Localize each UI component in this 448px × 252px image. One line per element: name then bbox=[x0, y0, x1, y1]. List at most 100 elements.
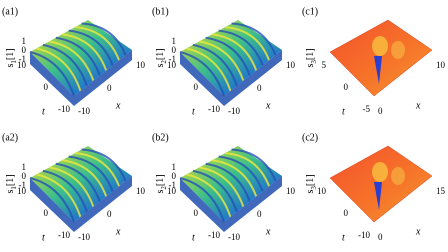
surface-ridge bbox=[212, 33, 258, 71]
x-axis-label: x bbox=[115, 100, 121, 111]
t-tick-label: 10 bbox=[317, 186, 327, 196]
t-axis-label: t bbox=[192, 106, 195, 117]
z-tick-label: 1 bbox=[22, 162, 27, 172]
z-tick-label: 1 bbox=[172, 36, 177, 46]
z-axis-label: s2[1] bbox=[155, 48, 167, 67]
x-tick-label: 0 bbox=[378, 232, 383, 242]
z-label-tail: [1] bbox=[155, 48, 166, 60]
z-label-tail: [1] bbox=[305, 174, 316, 186]
z-axis-label: s2[1] bbox=[155, 174, 167, 193]
t-tick-label: 10 bbox=[17, 186, 27, 196]
x-tick-label: 10 bbox=[286, 60, 296, 70]
t-axis-label: t bbox=[42, 232, 45, 243]
t-tick-label: 0 bbox=[44, 208, 49, 218]
t-tick-label: 0 bbox=[44, 82, 49, 92]
surface-ridge bbox=[205, 162, 251, 202]
panel-label: (b2) bbox=[152, 132, 169, 143]
x-axis-label: x bbox=[415, 226, 421, 237]
x-tick-label: -10 bbox=[78, 232, 90, 242]
surface-peak bbox=[372, 36, 388, 56]
surface-ridge bbox=[231, 148, 277, 182]
surface-ridge bbox=[29, 51, 75, 97]
z-label-sub: 2 bbox=[160, 60, 168, 64]
x-tick-label: -10 bbox=[228, 106, 240, 116]
surface-ridge bbox=[68, 29, 114, 66]
surface-ridge bbox=[62, 159, 108, 197]
panel-label: (a1) bbox=[2, 6, 18, 17]
z-label-tail: [1] bbox=[155, 174, 166, 186]
surface-peak bbox=[391, 167, 405, 185]
surface-ridge bbox=[49, 40, 95, 82]
t-axis-label: t bbox=[342, 106, 345, 117]
x-axis-label: x bbox=[265, 100, 271, 111]
surface-ridge bbox=[192, 169, 238, 213]
z-tick-label: 0 bbox=[22, 45, 27, 55]
surface-dip bbox=[374, 56, 382, 84]
z-tick-label: -1 bbox=[19, 180, 27, 190]
z-label-sub: 1 bbox=[10, 186, 18, 190]
surface-ridge bbox=[212, 159, 258, 197]
z-label-tail: [1] bbox=[5, 48, 16, 60]
x-axis-label: x bbox=[115, 226, 121, 237]
surface-ridge bbox=[205, 36, 251, 76]
surface-ridge bbox=[75, 26, 121, 61]
panel-label: (b1) bbox=[152, 6, 169, 17]
surface-peak bbox=[391, 41, 405, 59]
panel-label: (c2) bbox=[302, 132, 318, 143]
t-tick-label: 5 bbox=[322, 60, 327, 70]
z-label-base: s bbox=[305, 190, 316, 194]
x-tick-label: 10 bbox=[286, 186, 296, 196]
x-tick-label: 10 bbox=[136, 186, 146, 196]
z-tick-label: 0 bbox=[172, 45, 177, 55]
surface-skirt bbox=[180, 50, 282, 106]
t-tick-label: -10 bbox=[58, 230, 70, 240]
z-tick-label: 1 bbox=[172, 162, 177, 172]
surface-ridge bbox=[55, 162, 101, 202]
z-label-base: s bbox=[5, 64, 16, 68]
z-tick-label: 1 bbox=[22, 36, 27, 46]
surface-dip bbox=[374, 182, 382, 210]
x-tick-label: 10 bbox=[136, 60, 146, 70]
panel-label: (c1) bbox=[302, 6, 318, 17]
z-tick-label: 0 bbox=[22, 171, 27, 181]
z-label-base: s bbox=[155, 64, 166, 68]
z-tick-label: -1 bbox=[19, 54, 27, 64]
z-axis-label: s3[1] bbox=[305, 48, 317, 67]
z-axis-label: s1[1] bbox=[5, 174, 17, 193]
surface-ridge bbox=[186, 47, 232, 92]
z-label-base: s bbox=[5, 190, 16, 194]
x-axis-label: x bbox=[265, 226, 271, 237]
surface-ridge bbox=[81, 148, 127, 182]
t-tick-label: -10 bbox=[58, 104, 70, 114]
t-tick-label: -10 bbox=[208, 104, 220, 114]
x-tick-label: 10 bbox=[436, 60, 446, 70]
z-tick-label: -1 bbox=[169, 54, 177, 64]
x-tick-label: 0 bbox=[107, 83, 112, 93]
t-axis-label: t bbox=[42, 106, 45, 117]
z-tick-label: -1 bbox=[169, 180, 177, 190]
x-tick-label: 0 bbox=[257, 83, 262, 93]
t-tick-label: 0 bbox=[344, 82, 349, 92]
surface-skirt bbox=[180, 176, 282, 232]
panel-label: (a2) bbox=[2, 132, 18, 143]
z-label-sub: 3 bbox=[310, 60, 318, 64]
t-tick-label: 0 bbox=[194, 208, 199, 218]
surface-ridge bbox=[75, 152, 121, 187]
surface-ridge bbox=[68, 155, 114, 192]
x-axis-label: x bbox=[415, 100, 421, 111]
surface-ridge bbox=[29, 177, 75, 223]
surface-ridge bbox=[36, 173, 82, 218]
t-axis-label: t bbox=[192, 232, 195, 243]
x-tick-label: 0 bbox=[378, 106, 383, 116]
z-label-sub: 2 bbox=[160, 186, 168, 190]
t-tick-label: 10 bbox=[17, 60, 27, 70]
x-tick-label: 15 bbox=[436, 186, 446, 196]
z-tick-label: 0 bbox=[172, 171, 177, 181]
surface-ridge bbox=[199, 166, 245, 208]
surface-ridge bbox=[179, 51, 225, 97]
z-label-tail: [1] bbox=[5, 174, 16, 186]
t-tick-label: 0 bbox=[344, 208, 349, 218]
surface-ridge bbox=[225, 26, 271, 61]
